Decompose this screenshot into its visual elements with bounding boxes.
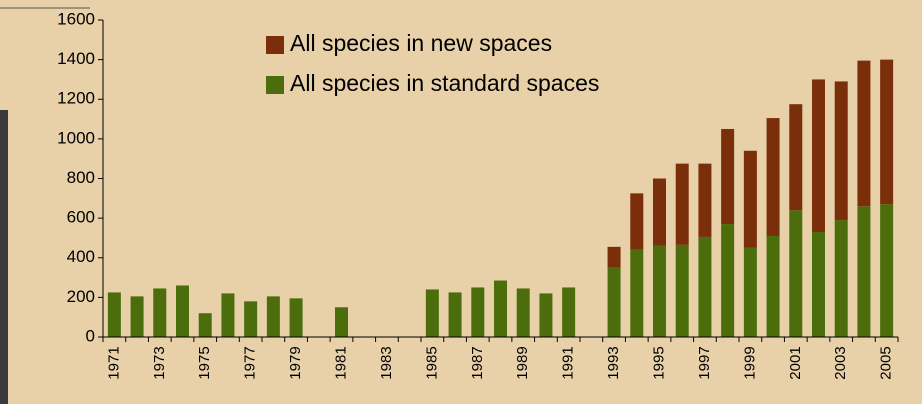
bar-segment (107, 292, 121, 337)
bar-segment (812, 79, 825, 232)
bar-segment (743, 150, 757, 248)
bar-segment (630, 249, 644, 337)
bar-segment (153, 288, 167, 337)
x-tick-label: 2005 (878, 346, 895, 379)
bar-segment (698, 163, 712, 237)
photo-edge (0, 110, 8, 404)
x-tick-label: 1987 (469, 346, 486, 379)
bar-segment (834, 81, 848, 221)
x-tick-label: 1997 (696, 346, 713, 379)
bar-segment (789, 104, 803, 211)
bar-segment (425, 289, 439, 337)
bar-segment (244, 301, 258, 337)
bar-segment (675, 244, 689, 337)
bar-segment (198, 313, 212, 337)
bar-segment (221, 293, 235, 337)
bar-segment (607, 246, 621, 268)
bar-segment (857, 206, 871, 337)
bar-segment (448, 292, 462, 337)
x-tick-label: 1995 (650, 346, 667, 379)
bar-segment (562, 287, 576, 337)
x-tick-label: 1983 (378, 346, 395, 379)
bar-segment (766, 235, 780, 337)
x-tick-label: 1989 (514, 346, 531, 379)
x-tick-label: 1991 (560, 346, 577, 379)
y-tick-label: 800 (67, 168, 95, 187)
x-tick-label: 1981 (332, 346, 349, 379)
bar-segment (607, 267, 621, 337)
bar-segment (766, 118, 780, 236)
y-tick-label: 0 (86, 326, 95, 345)
bar-segment (630, 193, 644, 250)
bar-segment (857, 60, 871, 207)
bar-segment (176, 285, 189, 337)
bar-segment (494, 280, 507, 337)
bar-segment (289, 298, 303, 337)
bar-segment (880, 59, 894, 205)
legend-label: All species in standard spaces (290, 70, 599, 96)
x-tick-label: 1973 (151, 346, 168, 379)
x-tick-label: 1975 (196, 346, 213, 379)
bar-segment (471, 287, 485, 337)
legend-label: All species in new spaces (290, 30, 552, 56)
bar-segment (880, 204, 894, 337)
x-tick-label: 1985 (423, 346, 440, 379)
bar-segment (653, 178, 666, 246)
y-tick-label: 200 (67, 287, 95, 306)
bar-segment (789, 210, 803, 337)
bar-segment (721, 128, 735, 225)
y-tick-label: 400 (67, 247, 95, 266)
x-tick-label: 1993 (605, 346, 622, 379)
bar-segment (266, 296, 280, 337)
bar-segment (698, 236, 712, 337)
legend-swatch (266, 36, 284, 54)
bar-segment (834, 220, 848, 337)
x-tick-label: 1979 (287, 346, 304, 379)
bar-segment (812, 231, 825, 337)
bar-segment (516, 288, 530, 337)
bar-segment (335, 307, 348, 337)
y-tick-label: 1000 (57, 128, 95, 147)
x-tick-label: 1977 (242, 346, 259, 379)
legend-swatch (266, 76, 284, 94)
x-tick-label: 1999 (741, 346, 758, 379)
bar-segment (721, 224, 735, 337)
x-tick-label: 1971 (105, 346, 122, 379)
bar-segment (743, 247, 757, 337)
bar-segment (130, 296, 144, 337)
bar-segment (539, 293, 553, 337)
bar-segment (675, 163, 689, 245)
x-tick-label: 2001 (787, 346, 804, 379)
y-tick-label: 600 (67, 208, 95, 227)
bar-segment (653, 245, 666, 337)
y-tick-label: 1200 (57, 89, 95, 108)
y-tick-label: 1400 (57, 49, 95, 68)
x-tick-label: 2003 (832, 346, 849, 379)
y-tick-label: 1600 (57, 9, 95, 28)
